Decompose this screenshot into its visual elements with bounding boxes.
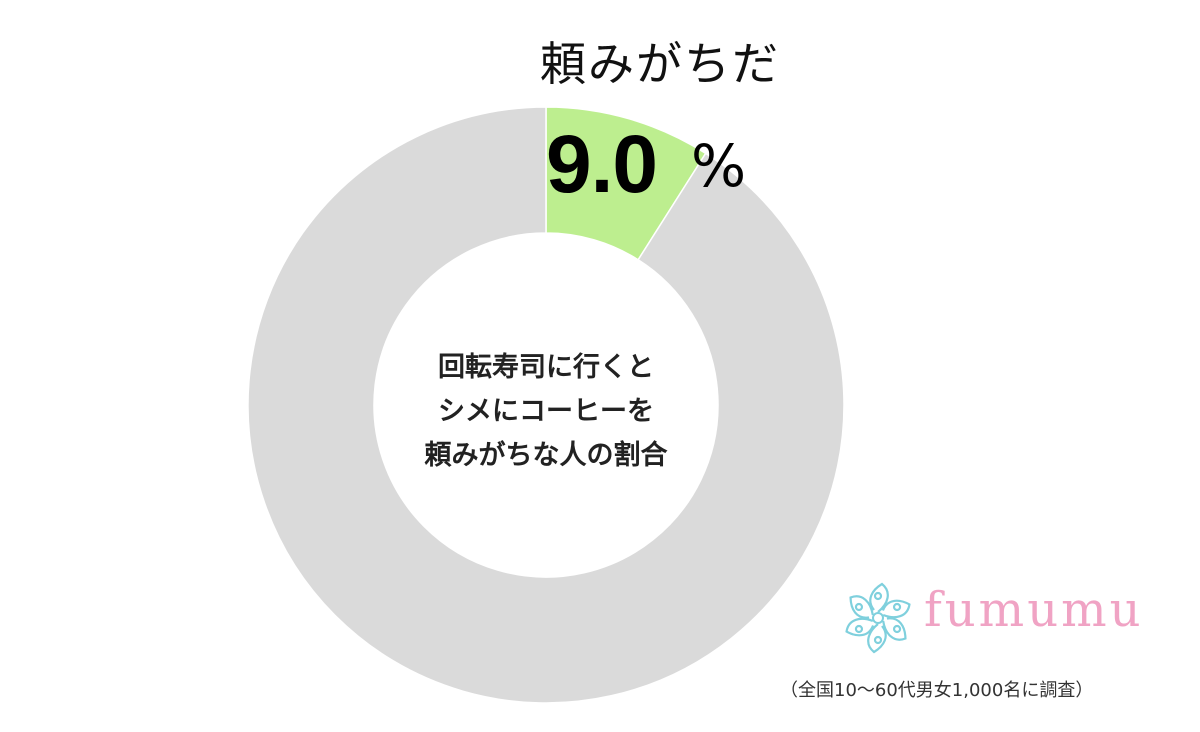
logo-dot [873,591,883,601]
center-caption-line-3: 頼みがちな人の割合 [424,440,668,471]
highlighted-slice-percentage: 9.0% [546,118,746,212]
percentage-value: 9.0 [546,119,658,210]
percentage-unit: % [691,132,747,200]
logo-dot [892,624,902,634]
survey-footnote: （全国10～60代男女1,000名に調査） [780,680,1094,701]
logo-dot [854,624,864,634]
logo-petal [882,617,907,641]
logo-dot [892,602,902,612]
center-caption-line-2: シメにコーヒーを [438,396,654,427]
logo-petal [881,599,911,619]
highlighted-slice-label: 頼みがちだ [540,37,780,91]
logo-dot [854,602,864,612]
chart-center-caption: 回転寿司に行くと シメにコーヒーを 頼みがちな人の割合 [376,346,716,478]
logo-petal [849,595,874,619]
brand-logo-text: fumumu [924,582,1144,638]
logo-petal [869,582,889,613]
center-caption-line-1: 回転寿司に行くと [438,352,654,383]
logo-dot [873,635,883,645]
fumumu-flower-icon [845,582,911,654]
logo-petal [845,617,875,637]
donut-slice-remainder [247,106,845,704]
logo-petal [867,623,887,654]
